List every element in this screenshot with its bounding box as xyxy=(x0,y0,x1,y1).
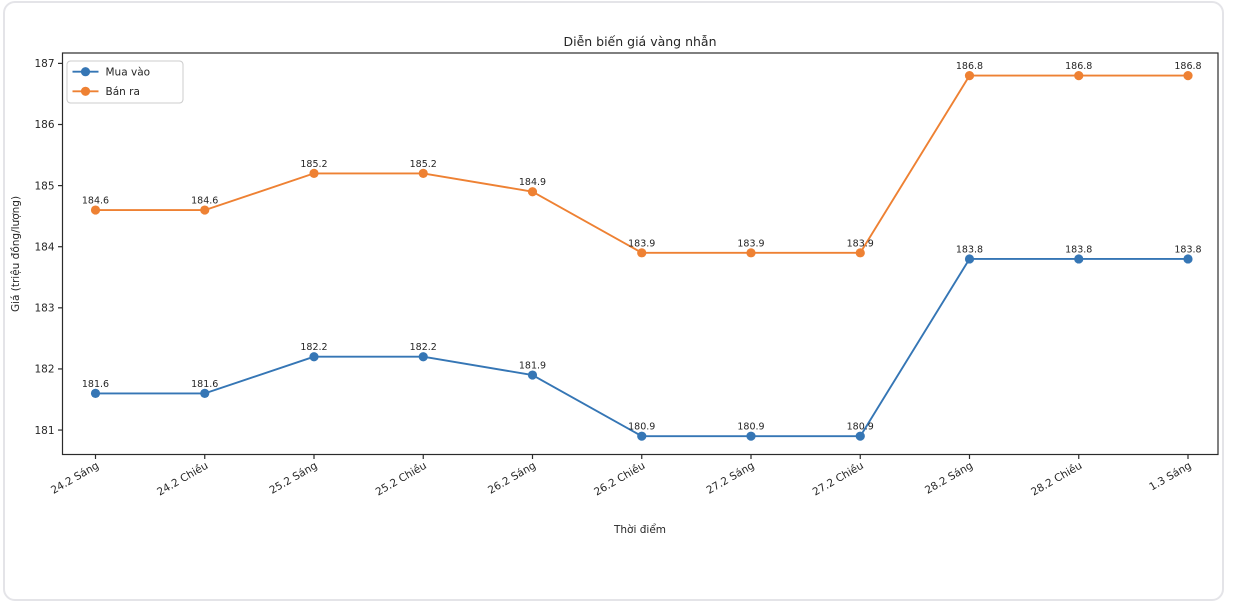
x-tick-label: 26.2 Chiều xyxy=(592,460,647,499)
data-label: 185.2 xyxy=(410,159,437,170)
x-tick-label: 25.2 Sáng xyxy=(267,460,319,497)
series-marker xyxy=(309,168,319,178)
legend-label: Mua vào xyxy=(106,66,151,78)
series-marker xyxy=(200,388,210,398)
y-axis-ticks: 181 182 183 184 185 186 187 xyxy=(34,58,63,437)
y-tick-label: 182 xyxy=(34,364,54,376)
data-label: 183.9 xyxy=(628,238,655,249)
data-label: 180.9 xyxy=(628,422,655,433)
x-tick-label: 24.2 Sáng xyxy=(49,460,101,497)
x-tick-label: 1.3 Sáng xyxy=(1147,460,1193,494)
data-label: 184.6 xyxy=(191,196,218,207)
series-marker xyxy=(855,248,865,258)
data-label: 183.8 xyxy=(1065,244,1092,255)
plot-frame xyxy=(61,52,1219,456)
data-label: 182.2 xyxy=(300,342,327,353)
x-tick-label: 27.2 Chiều xyxy=(811,460,866,499)
series-marker xyxy=(746,431,756,441)
series-marker xyxy=(855,431,865,441)
series-marker xyxy=(1074,71,1084,81)
series-marker xyxy=(637,248,647,258)
chart-title: Diễn biến giá vàng nhẫn xyxy=(563,34,716,49)
data-label: 183.8 xyxy=(956,244,983,255)
series-marker xyxy=(1183,71,1193,81)
x-tick-label: 26.2 Sáng xyxy=(486,460,538,497)
y-tick-label: 186 xyxy=(34,119,54,131)
x-tick-label: 28.2 Sáng xyxy=(923,460,975,497)
y-tick-label: 184 xyxy=(34,241,54,253)
gold-price-line-chart: Diễn biến giá vàng nhẫn Thời điểm Giá (t… xyxy=(10,34,1219,536)
x-tick-label: 28.2 Chiều xyxy=(1029,460,1084,499)
data-label: 186.8 xyxy=(1065,61,1092,72)
series-marker xyxy=(200,205,210,215)
x-tick-label: 27.2 Sáng xyxy=(704,460,756,497)
series-marker xyxy=(90,388,101,398)
series-marker xyxy=(1074,254,1084,264)
data-labels-layer: 181.6 181.6 182.2 182.2 181.9 180.9 180.9 180.9… xyxy=(82,61,1202,433)
x-tick-label: 24.2 Chiều xyxy=(155,460,210,499)
series-marker xyxy=(746,248,756,258)
data-label: 182.2 xyxy=(410,342,437,353)
series-layer xyxy=(90,71,1193,441)
data-label: 181.6 xyxy=(191,379,218,390)
series-marker xyxy=(309,352,319,362)
legend-marker xyxy=(80,67,91,77)
data-label: 181.6 xyxy=(82,379,109,390)
legend-label: Bán ra xyxy=(106,86,140,98)
x-tick-label: 25.2 Chiều xyxy=(374,460,429,499)
data-label: 186.8 xyxy=(1174,61,1201,72)
data-label: 183.8 xyxy=(1174,244,1201,255)
series-marker xyxy=(1183,254,1193,264)
data-label: 183.9 xyxy=(847,238,874,249)
y-axis-label: Giá (triệu đồng/lượng) xyxy=(10,196,22,312)
y-tick-label: 181 xyxy=(34,425,54,437)
series-line-Bán ra xyxy=(94,74,1189,254)
series-marker xyxy=(418,352,428,362)
series-marker xyxy=(418,168,428,178)
y-tick-label: 185 xyxy=(34,180,54,192)
data-label: 184.9 xyxy=(519,177,546,188)
series-marker xyxy=(527,370,538,380)
data-label: 184.6 xyxy=(82,196,109,207)
data-label: 183.9 xyxy=(737,238,764,249)
x-axis-ticks: 24.2 Sáng 24.2 Chiều 25.2 Sáng 25.2 Chiều 26… xyxy=(49,454,1194,499)
y-tick-label: 187 xyxy=(34,58,54,70)
x-axis-label: Thời điểm xyxy=(613,523,666,536)
data-label: 180.9 xyxy=(847,422,874,433)
data-label: 185.2 xyxy=(300,159,327,170)
data-label: 181.9 xyxy=(519,361,546,372)
series-line-Mua vào xyxy=(94,257,1189,438)
data-label: 186.8 xyxy=(956,61,983,72)
y-tick-label: 183 xyxy=(34,303,54,315)
series-marker xyxy=(527,187,538,197)
series-marker xyxy=(637,431,647,441)
series-marker xyxy=(964,71,975,81)
chart-card xyxy=(3,1,1224,601)
series-marker xyxy=(90,205,101,215)
data-label: 180.9 xyxy=(737,422,764,433)
legend: Mua vào Bán ra xyxy=(66,60,184,104)
series-marker xyxy=(964,254,975,264)
page: { "chart_data": { "type": "line", "title… xyxy=(3,1,1224,601)
legend-marker xyxy=(80,86,91,96)
